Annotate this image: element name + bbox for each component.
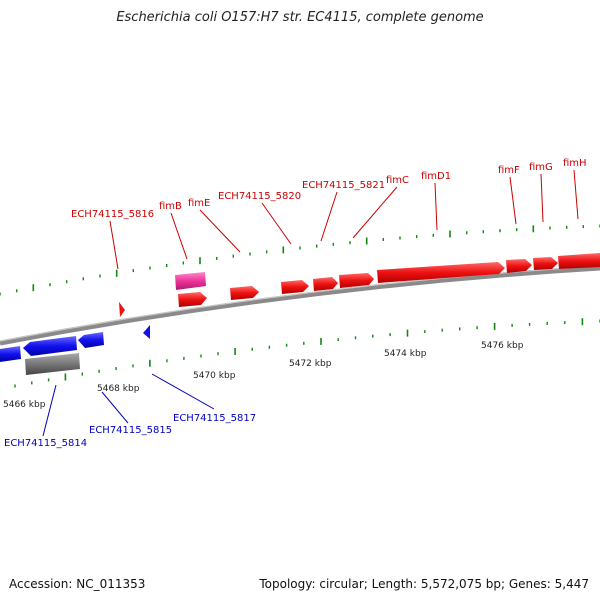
forward-genes [119, 253, 600, 317]
gene-label[interactable]: fimH [563, 158, 587, 169]
gene-label[interactable]: fimC [386, 175, 409, 186]
gene-arrow[interactable] [506, 259, 532, 273]
gene-label[interactable]: fimG [529, 162, 553, 173]
gene-label[interactable]: ECH74115_5814 [4, 438, 87, 449]
gene-label[interactable]: ECH74115_5821 [302, 180, 385, 191]
genome-title: Escherichia coli O157:H7 str. EC4115, co… [116, 10, 484, 25]
genome-info-text: Topology: circular; Length: 5,572,075 bp… [259, 577, 589, 591]
gene-arrow[interactable] [313, 277, 338, 291]
gene-label[interactable]: ECH74115_5817 [173, 413, 256, 424]
kbp-tick-label: 5472 kbp [289, 359, 332, 369]
gene-arrow[interactable] [377, 262, 505, 283]
kbp-tick-labels: 5466 kbp 5468 kbp 5470 kbp 5472 kbp 5474… [3, 341, 524, 410]
gene-arrow[interactable] [119, 302, 125, 317]
accession-text: Accession: NC_011353 [9, 577, 146, 591]
gene-label[interactable]: ECH74115_5815 [89, 425, 172, 436]
kbp-tick-label: 5468 kbp [97, 384, 140, 394]
gene-arrow[interactable] [143, 325, 150, 339]
gene-arrow[interactable] [281, 280, 309, 294]
gene-arrow[interactable] [178, 292, 207, 307]
gene-arrow[interactable] [230, 286, 259, 300]
genome-backbone [0, 265, 600, 346]
forward-ruler-ticks [0, 224, 600, 296]
gene-label[interactable]: ECH74115_5820 [218, 191, 301, 202]
reverse-gene-labels: ECH74115_5814 ECH74115_5815 ECH74115_581… [4, 373, 256, 449]
gene-arrow[interactable] [175, 272, 206, 290]
kbp-tick-label: 5470 kbp [193, 371, 236, 381]
gene-arrow[interactable] [533, 257, 558, 270]
gene-label[interactable]: fimF [498, 165, 520, 176]
kbp-tick-label: 5466 kbp [3, 400, 46, 410]
forward-gene-labels: ECH74115_5816 fimB fimE ECH74115_5820 EC… [71, 158, 587, 270]
reverse-ruler-ticks [14, 318, 600, 388]
gene-arrow[interactable] [0, 346, 21, 362]
reverse-genes [0, 325, 150, 375]
gene-arrow[interactable] [339, 273, 374, 288]
gene-arrow[interactable] [78, 332, 104, 348]
gene-arrow[interactable] [23, 336, 77, 356]
kbp-tick-label: 5476 kbp [481, 341, 524, 351]
gene-label[interactable]: fimB [159, 201, 182, 212]
kbp-tick-label: 5474 kbp [384, 349, 427, 359]
gene-label[interactable]: ECH74115_5816 [71, 209, 154, 220]
gene-label[interactable]: fimE [188, 198, 210, 209]
gene-arrow[interactable] [558, 253, 600, 269]
gene-arrow[interactable] [25, 353, 80, 375]
gene-label[interactable]: fimD1 [421, 171, 451, 182]
